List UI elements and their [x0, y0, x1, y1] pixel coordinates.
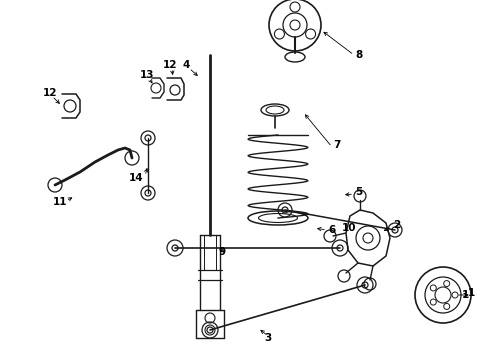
Text: 1: 1 [468, 288, 475, 298]
Text: 12: 12 [43, 88, 57, 98]
Text: 8: 8 [355, 50, 362, 60]
Text: 2: 2 [393, 220, 400, 230]
Text: 14: 14 [128, 173, 143, 183]
Text: 5: 5 [355, 187, 362, 197]
Text: 11: 11 [53, 197, 67, 207]
Text: 6: 6 [328, 225, 335, 235]
Text: 3: 3 [265, 333, 271, 343]
Text: 7: 7 [333, 140, 341, 150]
Text: 1: 1 [462, 290, 468, 300]
Text: 9: 9 [219, 247, 225, 257]
Text: 10: 10 [342, 223, 357, 233]
Text: 13: 13 [140, 70, 154, 80]
Text: 4: 4 [182, 60, 190, 70]
Text: 12: 12 [163, 60, 177, 70]
